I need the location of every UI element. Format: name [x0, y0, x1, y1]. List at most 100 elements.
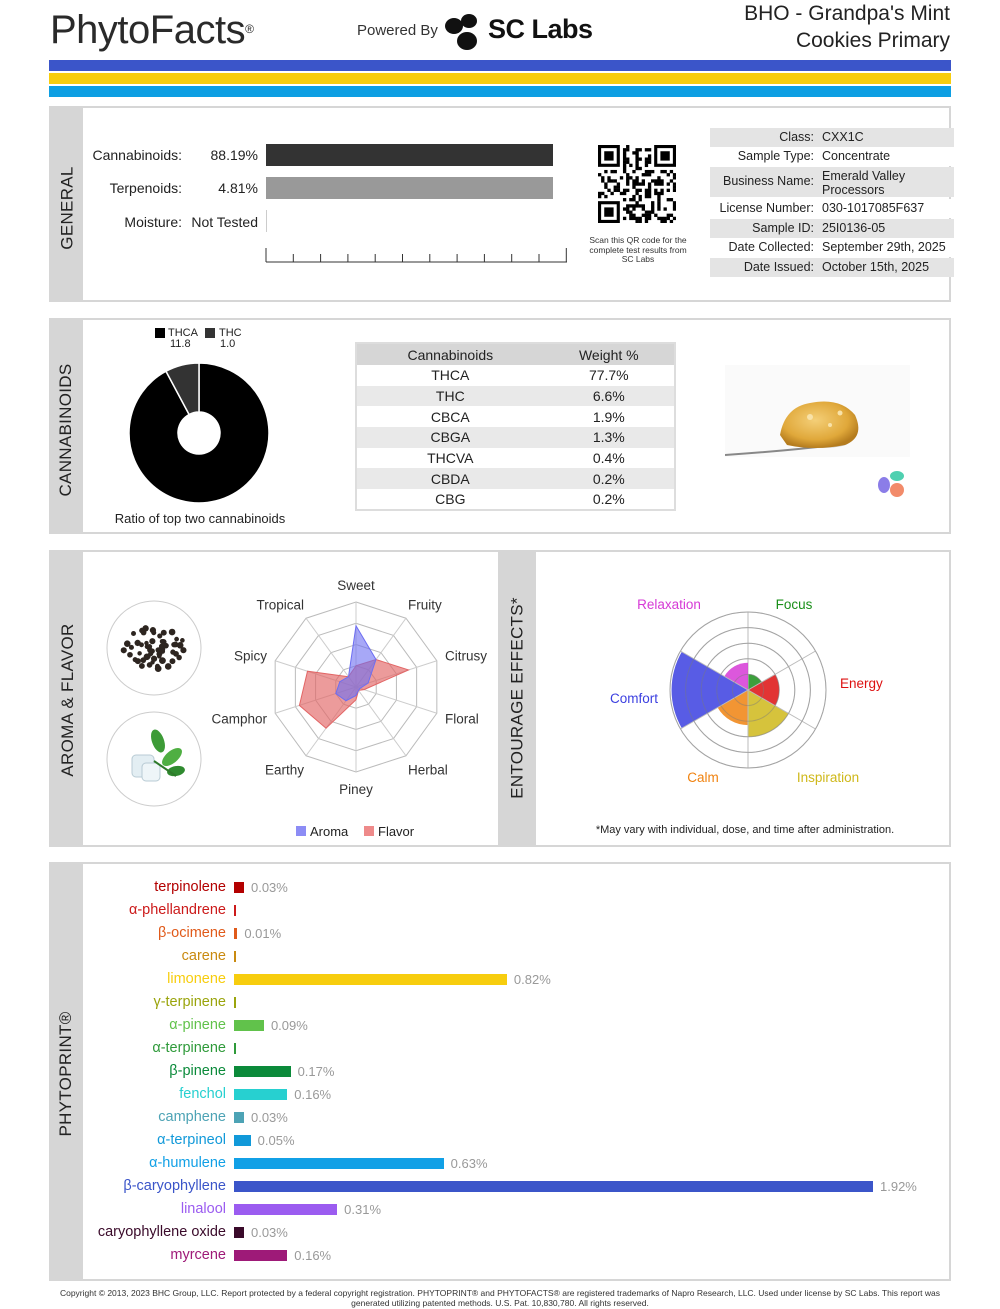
effect-ring-overlay: [731, 673, 765, 707]
entourage-panel: ENTOURAGE EFFECTS*: [498, 550, 951, 847]
terpene-name: β-caryophyllene: [123, 1178, 226, 1194]
powered-by-label: Powered By: [357, 22, 438, 39]
entourage-section-label: ENTOURAGE EFFECTS*: [507, 597, 527, 799]
qr-code-icon[interactable]: [598, 145, 676, 223]
cannabinoid-weight: 1.3%: [543, 427, 675, 448]
radar-axis-label: Piney: [339, 782, 373, 797]
qr-caption: Scan this QR code for the complete test …: [589, 235, 687, 264]
sc-labs-logo-icon: [445, 14, 477, 50]
entourage-sidebar: ENTOURAGE EFFECTS*: [500, 552, 536, 845]
effect-label: Focus: [776, 597, 813, 612]
terpenoids-bar: [266, 177, 553, 199]
cannabinoid-row: CBGA 1.3%: [356, 427, 675, 448]
radar-axis-label: Fruity: [408, 597, 442, 612]
mint-aroma-image: [106, 711, 202, 807]
cannabinoid-row: CBCA 1.9%: [356, 406, 675, 427]
terpene-bar: [234, 1181, 873, 1192]
phytoprint-panel: PHYTOPRINT®: [49, 862, 951, 1281]
radar-axis-label: Earthy: [265, 763, 304, 778]
terpene-value: 0.01%: [244, 926, 282, 941]
legend-thca-name: THCA: [168, 327, 198, 339]
cannabinoid-name: CBG: [435, 490, 466, 507]
terpene-value: 0.16%: [294, 1248, 332, 1263]
lab-name: SC Labs: [488, 14, 593, 44]
terpene-value: 0.31%: [344, 1202, 382, 1217]
aroma-section-label: AROMA & FLAVOR: [58, 623, 77, 777]
cannabinoid-row: THC 6.6%: [356, 385, 675, 407]
terpene-name: carene: [181, 948, 226, 964]
terpene-bar: [234, 1135, 251, 1146]
table-header-cannabinoids: Cannabinoids: [356, 343, 544, 365]
cannabinoids-sidebar: CANNABINOIDS: [51, 320, 83, 532]
cannabinoid-row: THCVA 0.4%: [356, 448, 675, 469]
effect-wedge: [724, 662, 748, 690]
info-row: Sample ID: 25I0136-05: [710, 219, 954, 238]
cannabinoid-name: CBGA: [356, 427, 544, 448]
terpene-name: β-pinene: [169, 1063, 226, 1079]
terpene-value: 0.05%: [257, 1133, 295, 1148]
aroma-flavor-radar-chart: Sweet Fruity Citrusy Floral Herbal Piney Earth…: [211, 580, 487, 797]
general-sidebar: GENERAL: [51, 108, 83, 300]
effect-spoke: [747, 689, 816, 730]
donut-caption: Ratio of top two cannabinoids: [114, 511, 286, 526]
info-value: September 29th, 2025: [822, 240, 946, 254]
terpene-value: 0.03%: [250, 880, 288, 895]
legend-thca-swatch: [155, 328, 165, 338]
effect-wedge: [748, 674, 762, 690]
cannabinoid-weight: 0.2%: [543, 468, 675, 490]
terpene-bar: [234, 1204, 338, 1215]
effect-ring-overlay: [716, 658, 780, 722]
effect-wedge: [671, 651, 748, 729]
terpene-value: 0.09%: [270, 1018, 308, 1033]
terpene-value: 0.03%: [250, 1110, 288, 1125]
donut-slice-thca: [128, 362, 270, 504]
legend-thca-value: 11.8: [170, 338, 191, 350]
stripe-cyan: [49, 86, 951, 97]
legend-flavor-label: Flavor: [378, 824, 415, 839]
terpene-value: 0.03%: [250, 1225, 288, 1240]
terpene-name: α-pinene: [169, 1017, 226, 1033]
radar-axis-label: Tropical: [257, 597, 305, 612]
info-row: Class: CXX1C: [710, 128, 954, 147]
product-photo-image: [725, 365, 910, 457]
terpene-bar: [234, 882, 244, 893]
terpene-value: 0.82%: [513, 972, 551, 987]
terpene-name: linalool: [180, 1201, 226, 1217]
cannabinoid-name: THCA: [431, 367, 470, 384]
cannabinoid-name: THCVA: [427, 450, 474, 467]
info-value: 25I0136-05: [822, 221, 886, 235]
radar-axis-label: Floral: [445, 712, 479, 727]
terpene-name: caryophyllene oxide: [97, 1224, 226, 1240]
info-row: Date Collected: September 29th, 2025: [710, 238, 954, 257]
phytoprint-sidebar: PHYTOPRINT®: [51, 864, 83, 1279]
effect-ring-overlay: [685, 627, 811, 753]
moisture-label: Moisture:: [124, 214, 182, 230]
terpene-name: γ-terpinene: [153, 994, 226, 1010]
effect-spoke: [747, 650, 816, 691]
terpene-name: limonene: [167, 971, 226, 987]
terpene-value: 0.16%: [294, 1087, 332, 1102]
info-key: Sample Type:: [737, 149, 814, 163]
effect-ring-overlay: [669, 611, 827, 769]
aroma-panel: AROMA & FLAVOR: [49, 550, 500, 847]
radar-aroma-area: [335, 624, 377, 702]
legend-flavor-swatch: [364, 826, 374, 836]
terpene-bar: [234, 1227, 244, 1238]
info-key: Business Name:: [722, 174, 814, 188]
info-value: 030-1017085F637: [822, 201, 925, 215]
terpene-value: 1.92%: [880, 1179, 917, 1194]
terpene-bar: [234, 997, 236, 1008]
sc-labs-dots-icon: [878, 471, 904, 497]
terpene-bar: [234, 1043, 236, 1054]
general-label: GENERAL: [57, 166, 77, 250]
info-key: Sample ID:: [752, 221, 814, 235]
aroma-sidebar: AROMA & FLAVOR: [51, 552, 83, 845]
radar-axis-label: Sweet: [337, 580, 375, 593]
terpene-bar: [234, 1158, 444, 1169]
legend-aroma-swatch: [296, 826, 306, 836]
terpene-name: myrcene: [170, 1247, 226, 1263]
cannabinoid-row: CBDA 0.2%: [356, 468, 675, 490]
info-row: License Number: 030-1017085F637: [710, 199, 954, 218]
radar-spoke: [305, 617, 357, 688]
radar-axis-label: Herbal: [408, 763, 448, 778]
